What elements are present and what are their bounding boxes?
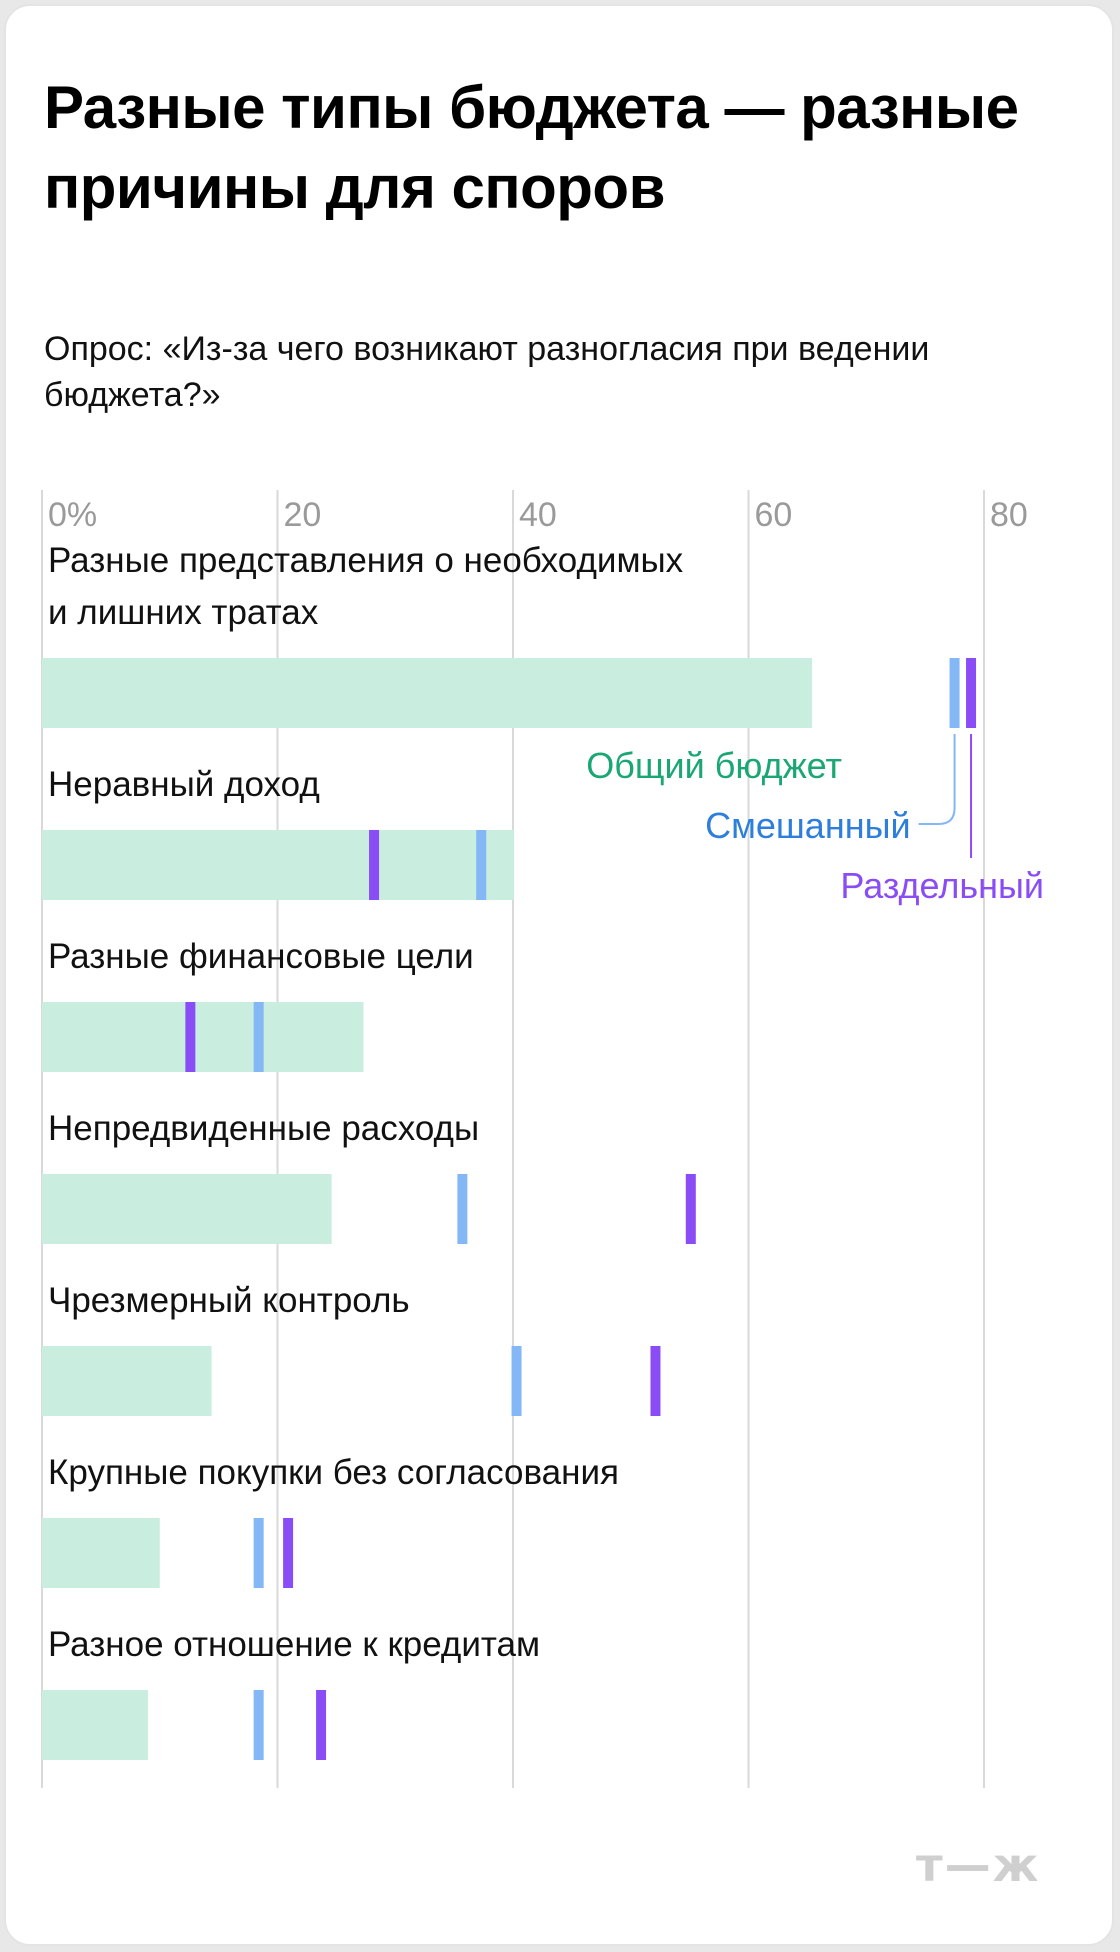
tick-label-80: 80 [990,496,1028,534]
chart-title: Разные типы бюджета — разные причины для… [44,74,1019,221]
tj-logo: т—ж [916,1838,1041,1892]
chart-card: Разные типы бюджета — разные причины для… [4,4,1114,1946]
legend-label-mixed: Смешанный [705,805,910,846]
marker-separate-5 [283,1518,294,1588]
legend-label-separate: Раздельный [840,865,1044,906]
bar-common-5 [42,1518,160,1588]
marker-separate-3 [685,1174,696,1244]
marker-mixed-6 [253,1690,264,1760]
legend-label-common: Общий бюджет [586,745,842,786]
category-label-2: Разные финансовые цели [48,937,474,976]
marker-separate-0 [966,658,977,728]
tick-label-0: 0% [48,496,97,534]
category-label-0-line-1: и лишних тратах [48,593,319,632]
bar-common-0 [42,658,813,728]
chart-subtitle: Опрос: «Из-за чего возникают разногласия… [44,330,930,414]
category-label-1: Неравный доход [48,765,320,804]
category-label-4: Чрезмерный контроль [48,1281,410,1320]
bar-common-2 [42,1002,364,1072]
tick-label-60: 60 [755,496,793,534]
marker-separate-4 [650,1346,661,1416]
marker-mixed-4 [511,1346,522,1416]
marker-separate-1 [369,830,380,900]
marker-separate-6 [316,1690,327,1760]
marker-mixed-5 [253,1518,264,1588]
marker-mixed-1 [476,830,487,900]
tick-label-40: 40 [519,496,557,534]
category-label-5: Крупные покупки без согласования [48,1453,619,1492]
marker-mixed-0 [949,658,960,728]
bar-common-1 [42,830,515,900]
bar-common-4 [42,1346,212,1416]
category-label-3: Непредвиденные расходы [48,1109,479,1148]
marker-mixed-3 [457,1174,468,1244]
connector-mixed [918,734,956,825]
tick-label-20: 20 [284,496,322,534]
marker-mixed-2 [253,1002,264,1072]
bar-common-6 [42,1690,148,1760]
marker-separate-2 [185,1002,196,1072]
bar-common-3 [42,1174,332,1244]
category-label-0-line-0: Разные представления о необходимых [48,541,684,580]
category-label-6: Разное отношение к кредитам [48,1625,540,1664]
